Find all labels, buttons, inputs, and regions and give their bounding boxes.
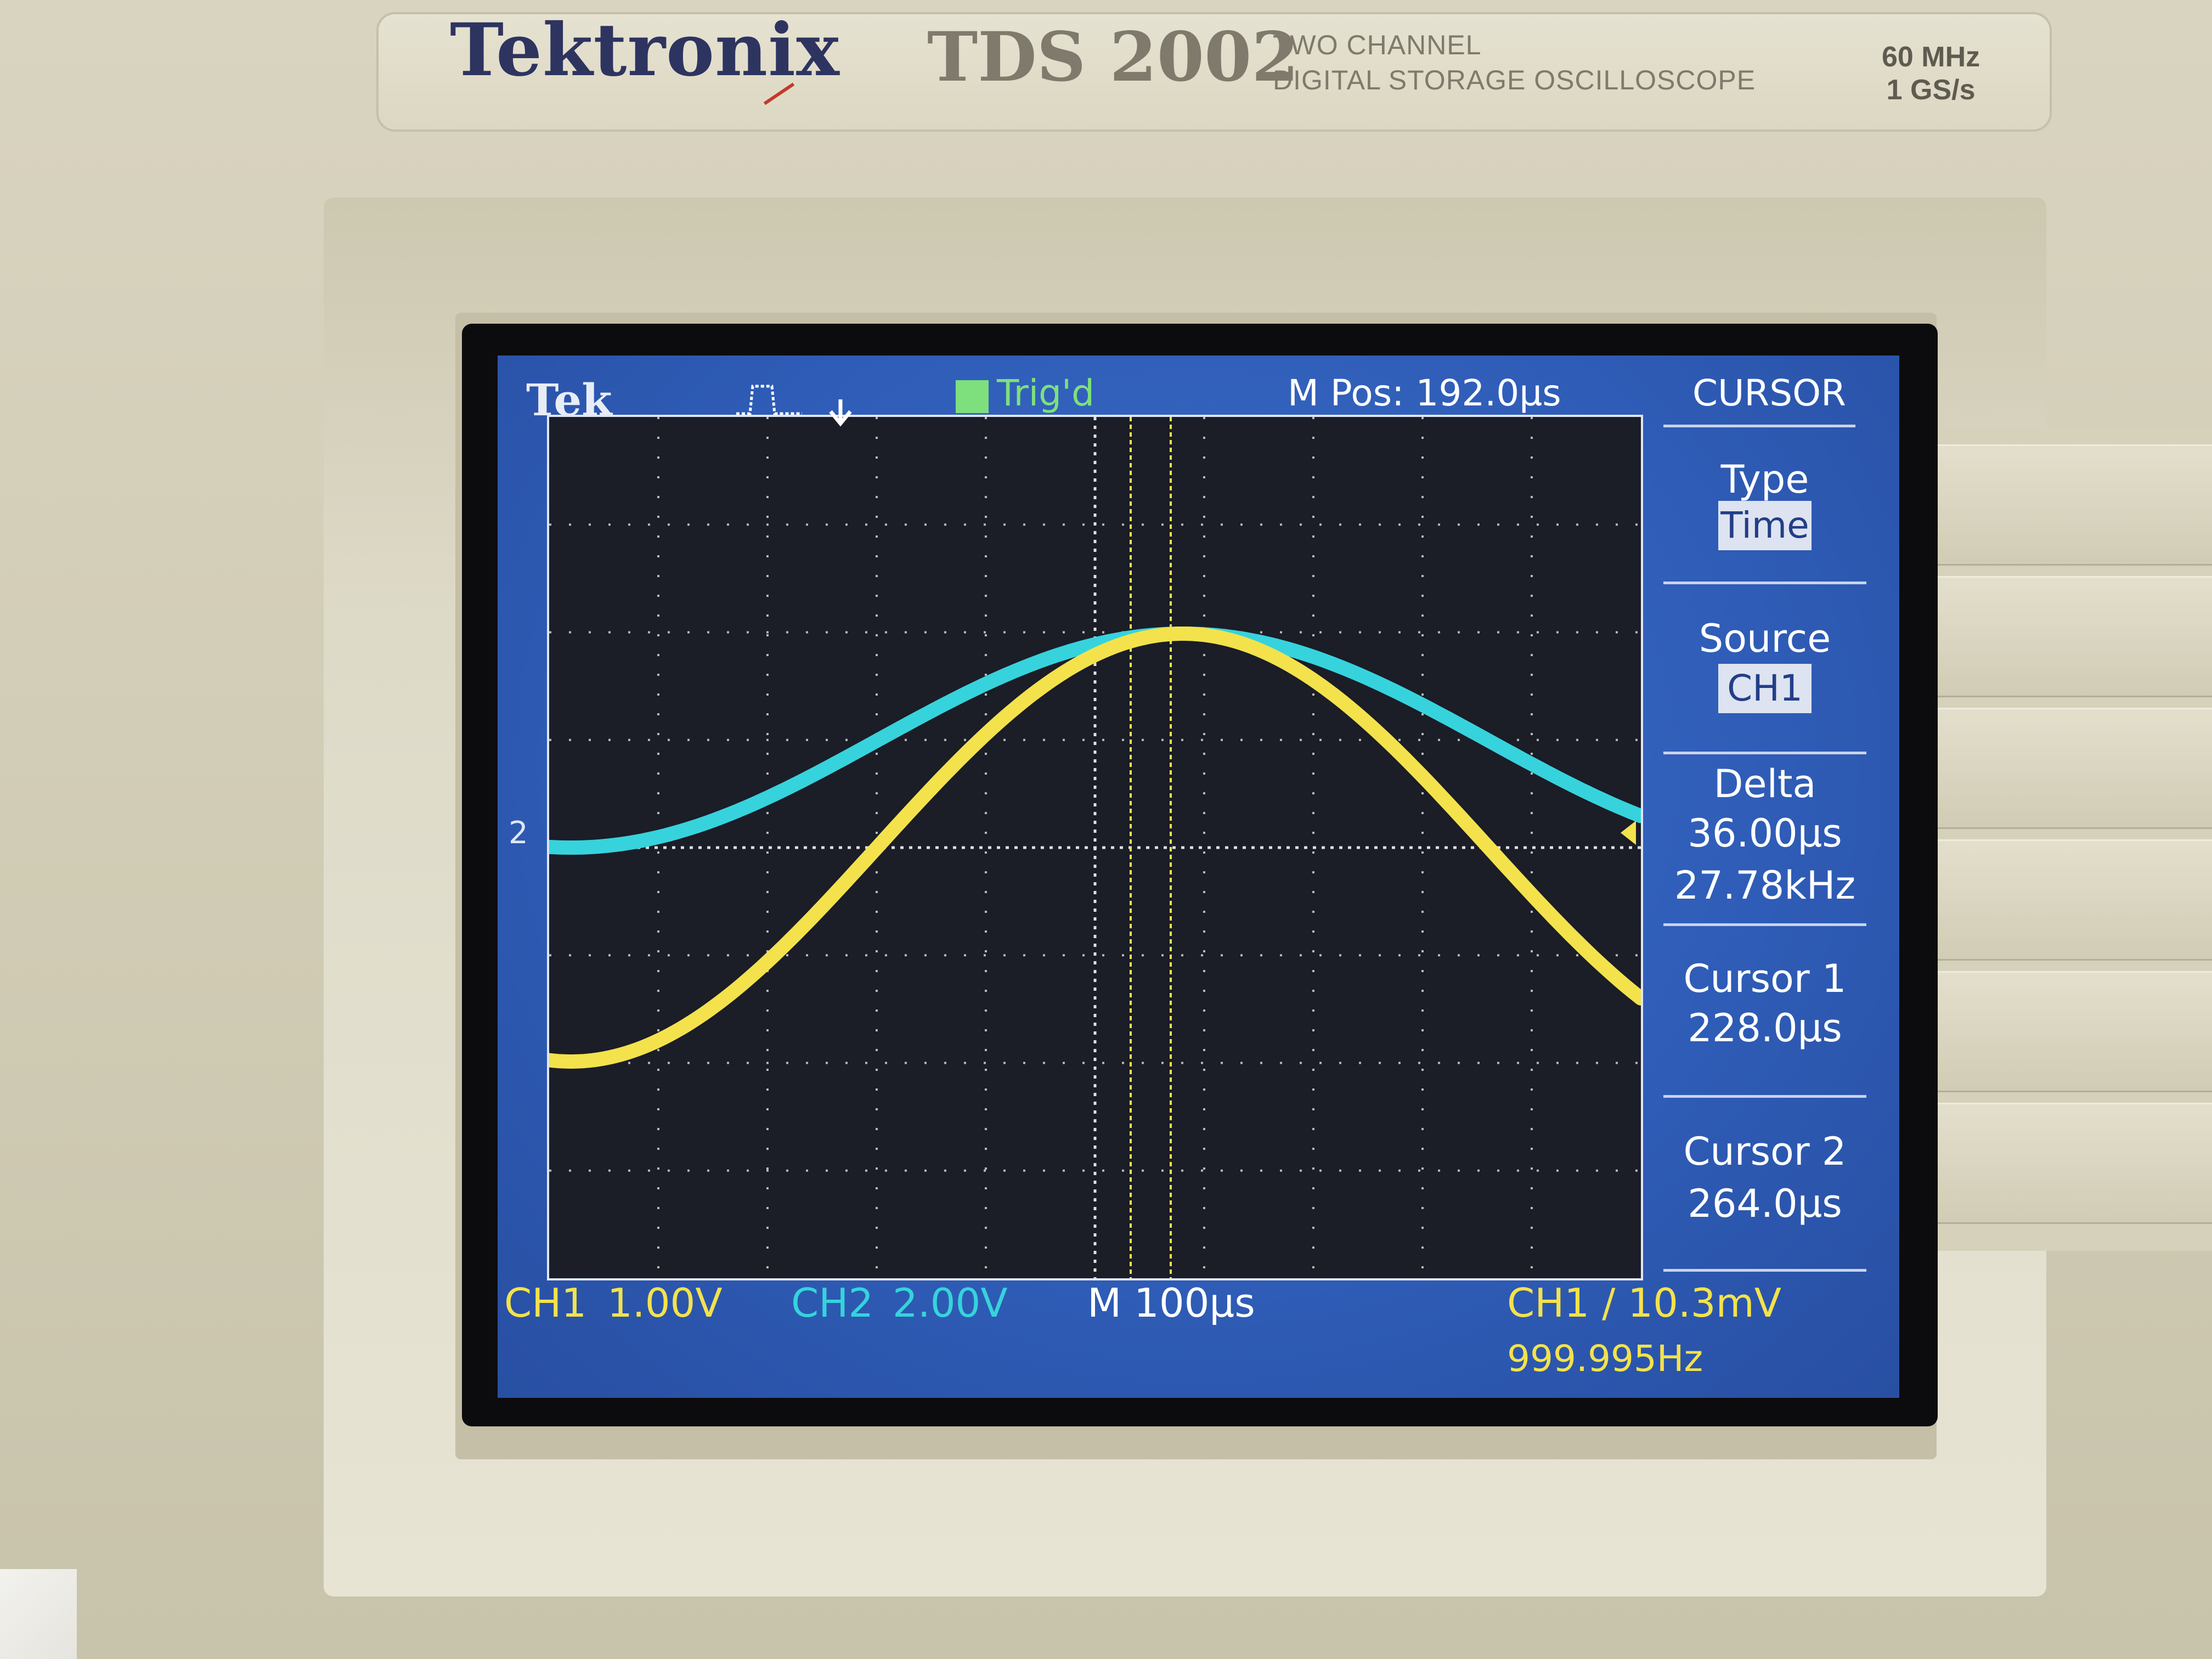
bench-surface: [0, 1569, 77, 1659]
menu-separator: [1663, 1269, 1866, 1272]
model-name: TDS 2002: [927, 18, 1299, 97]
spec-label: 60 MHz 1 GS/s: [1882, 41, 1980, 106]
brand-strip: [376, 12, 2052, 132]
graticule: [549, 417, 1641, 1278]
type-value[interactable]: Time: [1718, 501, 1812, 550]
tektronix-logo: Tektronix: [450, 8, 840, 93]
delta-frequency: 27.78kHz: [1674, 863, 1856, 908]
cursor1-label: Cursor 1: [1683, 956, 1847, 1001]
ch2-name: CH2: [791, 1280, 874, 1326]
menu-button-1[interactable]: [1931, 444, 2212, 566]
timebase: M 100µs: [1087, 1280, 1255, 1326]
sample-rate: 1 GS/s: [1886, 74, 1976, 106]
menu-button-3[interactable]: [1931, 708, 2212, 829]
menu-separator: [1663, 923, 1866, 926]
acquisition-icon: [736, 385, 802, 415]
trigger-level-icon: [1621, 821, 1636, 845]
trigger-frequency: 999.995Hz: [1507, 1338, 1703, 1380]
description-line-1: TWO CHANNEL: [1273, 30, 1482, 60]
waveform-area: [547, 415, 1643, 1280]
ch2-ground-marker: 2: [509, 815, 528, 851]
delta-time: 36.00µs: [1688, 811, 1842, 856]
waveform-svg: [549, 417, 1641, 1278]
type-label: Type: [1720, 457, 1809, 502]
menu-title: CURSOR: [1692, 372, 1846, 414]
ch2-scale: 2.00V: [893, 1280, 1008, 1326]
menu-separator: [1663, 582, 1866, 584]
menu-button-5[interactable]: [1931, 971, 2212, 1092]
ch1-name: CH1: [504, 1280, 587, 1326]
bandwidth: 60 MHz: [1882, 41, 1980, 73]
delta-label: Delta: [1713, 761, 1816, 806]
cursor2-value: 264.0µs: [1688, 1181, 1842, 1226]
trigger-status: Trig'd: [997, 372, 1095, 414]
menu-button-6[interactable]: [1931, 1103, 2212, 1224]
menu-button-4[interactable]: [1931, 839, 2212, 961]
description-line-2: DIGITAL STORAGE OSCILLOSCOPE: [1273, 65, 1756, 95]
menu-separator: [1663, 1095, 1866, 1098]
cursor2-label: Cursor 2: [1683, 1129, 1847, 1174]
source-label: Source: [1699, 616, 1831, 661]
trigger-position-icon: [829, 399, 852, 427]
cursor1-value: 228.0µs: [1688, 1006, 1842, 1051]
model-description: TWO CHANNEL DIGITAL STORAGE OSCILLOSCOPE: [1273, 27, 1756, 98]
cursor-lines: [1130, 417, 1172, 1278]
trigger-status-icon: [956, 380, 989, 413]
menu-button-2[interactable]: [1931, 576, 2212, 697]
ch1-waveform: [549, 627, 1641, 1069]
source-value[interactable]: CH1: [1718, 664, 1812, 713]
ch2-waveform: [549, 627, 1641, 855]
menu-separator: [1663, 752, 1866, 754]
menu-title-underline: [1663, 425, 1855, 427]
ch1-scale: 1.00V: [607, 1280, 723, 1326]
lcd-screen: Tek Trig'd M Pos: 192.0µs CURSOR 2 Type …: [498, 356, 1899, 1398]
horizontal-position: M Pos: 192.0µs: [1288, 372, 1561, 414]
trigger-info: CH1 ∕ 10.3mV: [1507, 1280, 1781, 1326]
